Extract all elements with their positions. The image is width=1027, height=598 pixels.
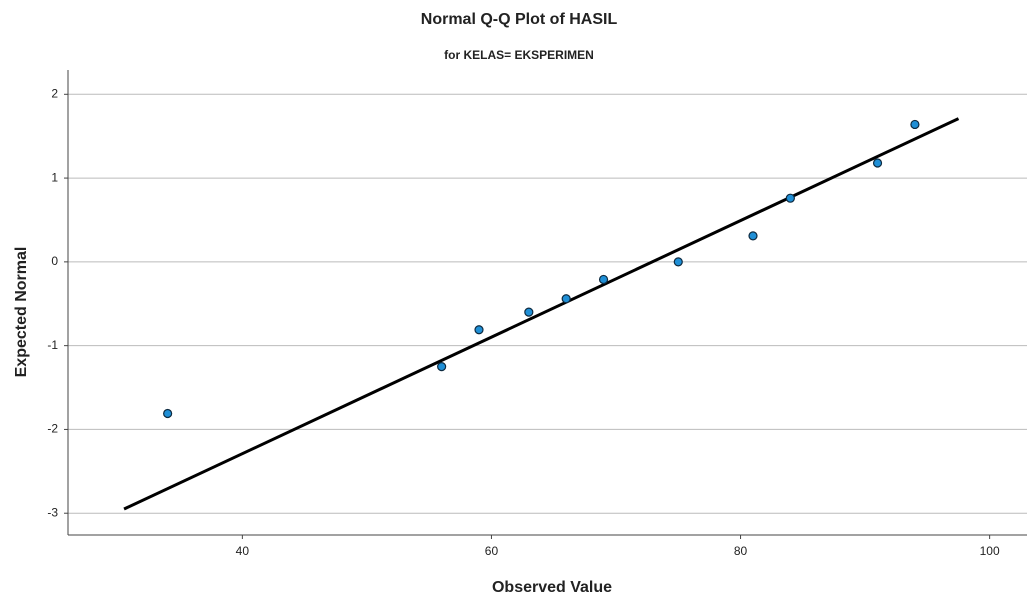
x-tick-label: 40 bbox=[236, 544, 250, 558]
point bbox=[525, 308, 533, 316]
chart-subtitle: for KELAS= EKSPERIMEN bbox=[444, 48, 594, 62]
x-tick-label: 60 bbox=[485, 544, 499, 558]
y-tick-label: -1 bbox=[47, 338, 58, 352]
y-tick-label: 1 bbox=[51, 170, 58, 184]
point bbox=[911, 120, 919, 128]
page: Normal Q-Q Plot of HASIL for KELAS= EKSP… bbox=[0, 0, 1027, 598]
point bbox=[786, 194, 794, 202]
x-tick-label: 100 bbox=[980, 544, 1000, 558]
y-tick-label: 0 bbox=[51, 254, 58, 268]
y-tick-label: 2 bbox=[51, 86, 58, 100]
y-axis-label: Expected Normal bbox=[13, 247, 30, 378]
chart: Normal Q-Q Plot of HASIL for KELAS= EKSP… bbox=[0, 0, 1027, 598]
point bbox=[674, 258, 682, 266]
y-tick-label: -3 bbox=[47, 505, 58, 519]
reference-line bbox=[124, 119, 958, 509]
point bbox=[600, 275, 608, 283]
x-axis-label: Observed Value bbox=[492, 579, 612, 596]
point bbox=[438, 363, 446, 371]
point bbox=[562, 295, 570, 303]
chart-title: Normal Q-Q Plot of HASIL bbox=[421, 11, 618, 28]
point bbox=[164, 410, 172, 418]
x-tick-label: 80 bbox=[734, 544, 748, 558]
y-tick-label: -2 bbox=[47, 422, 58, 436]
point bbox=[874, 159, 882, 167]
point bbox=[749, 232, 757, 240]
point bbox=[475, 326, 483, 334]
